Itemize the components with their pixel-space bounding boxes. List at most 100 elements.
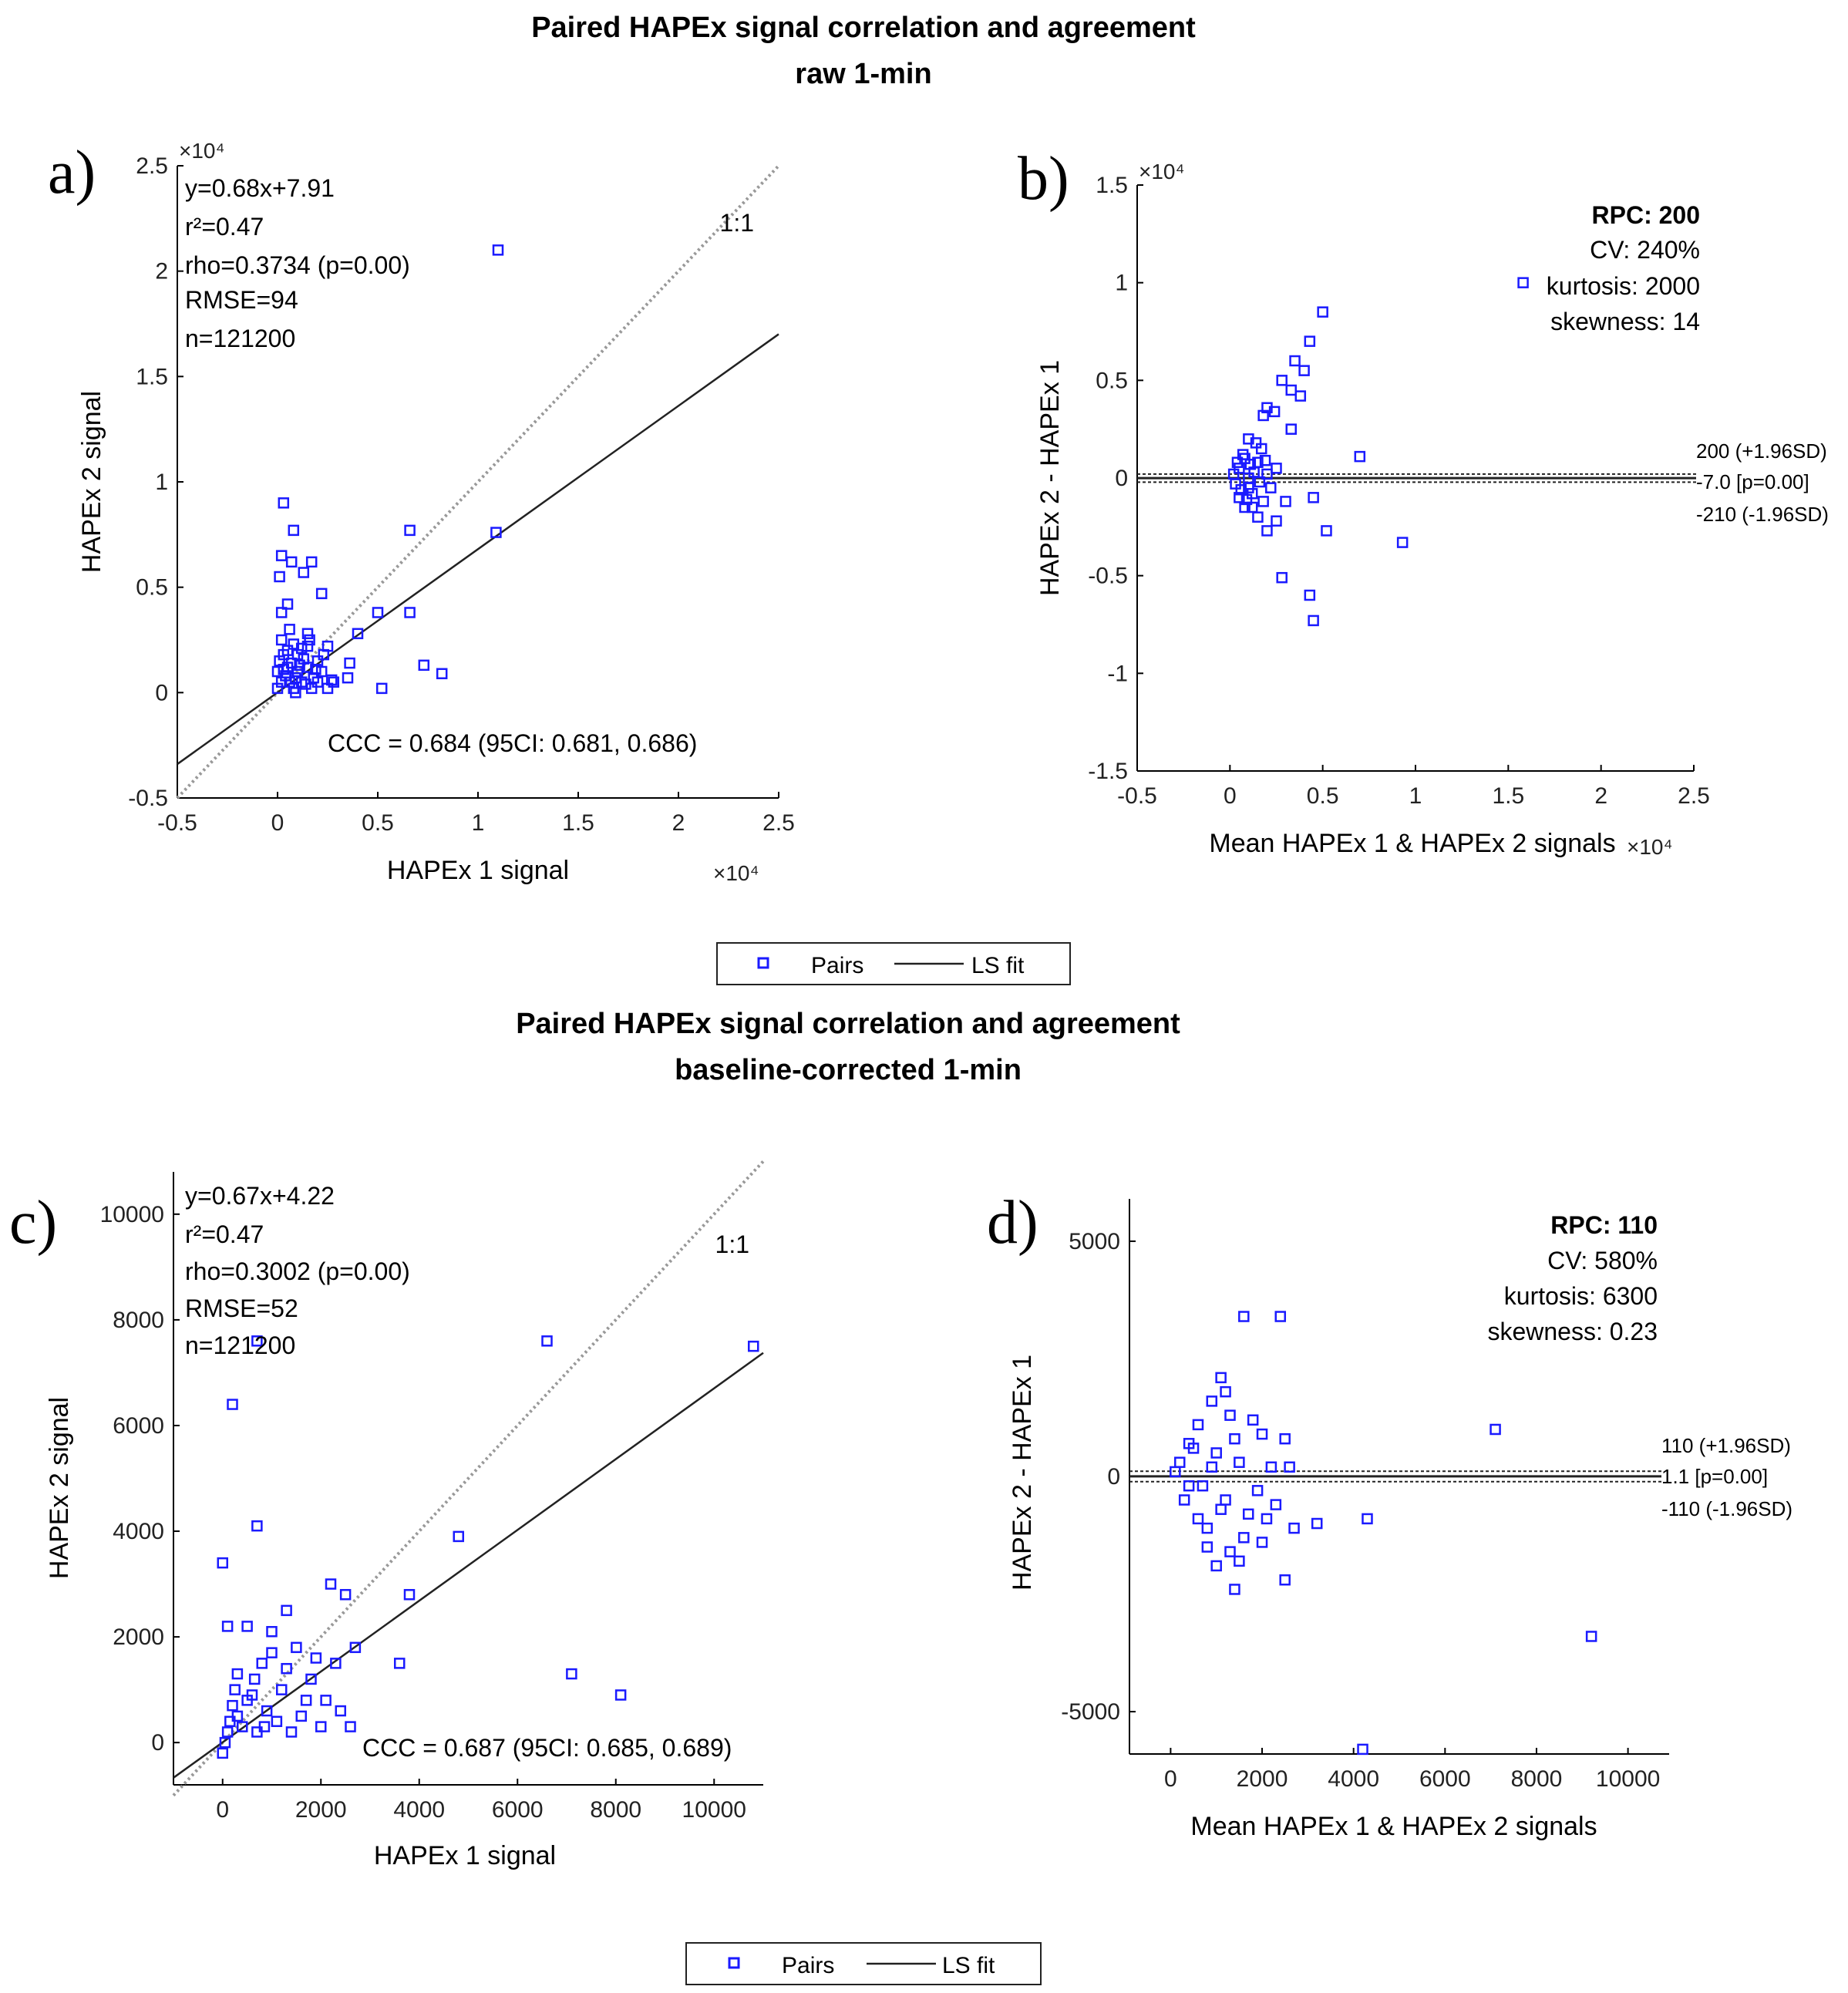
panel-a-point xyxy=(352,628,364,640)
panel-c-label: c) xyxy=(9,1189,57,1257)
panel-b-xtick-label: 1.5 xyxy=(1492,783,1524,809)
panel-d-point xyxy=(1187,1443,1200,1454)
panel-b-point xyxy=(1240,493,1253,506)
panel-b-point xyxy=(1259,454,1271,466)
panel-b-point xyxy=(1250,437,1262,449)
panel-c-point xyxy=(266,1626,278,1638)
panel-a-stat-rmse: RMSE=94 xyxy=(185,286,298,314)
panel-a-scatter: a) -0.5 0 0.5 1 1.5 2 2.5 -0.5 0 0.5 1 1.5 2 2.5 ×10⁴… xyxy=(48,139,795,885)
panel-c-xtick-label: 6000 xyxy=(492,1797,544,1823)
legend-2-pairs-label: Pairs xyxy=(782,1953,834,1978)
panel-b-scatter: b) -0.5 0 0.5 1 1.5 2 2.5 -1.5 -1 -0.5 0 0.5 1 1.5 ×1… xyxy=(1018,145,1829,859)
panel-c-point xyxy=(217,1747,228,1759)
panel-a-xtick-label: 0.5 xyxy=(362,810,394,836)
panel-d-point xyxy=(1224,1546,1236,1557)
panel-d-point xyxy=(1183,1480,1195,1492)
panel-c-xtick-label: 10000 xyxy=(682,1797,746,1823)
panel-d-label: d) xyxy=(987,1189,1038,1257)
panel-c-stat-rho: rho=0.3002 (p=0.00) xyxy=(185,1257,410,1285)
panel-a-point xyxy=(294,659,305,672)
legend-2-box xyxy=(685,1942,1042,1985)
panel-d-point xyxy=(1170,1466,1181,1478)
panel-a-point xyxy=(281,598,294,610)
panel-d-point xyxy=(1279,1432,1291,1445)
panel-c-point xyxy=(541,1335,553,1347)
panel-c-point xyxy=(291,1641,302,1654)
panel-b-point xyxy=(1227,468,1240,480)
panel-a-point xyxy=(285,657,298,669)
panel-d-xtick-label: 2000 xyxy=(1237,1766,1288,1792)
panel-c-point xyxy=(614,1689,627,1701)
panel-c-xtick-label: 0 xyxy=(216,1797,229,1823)
panel-b-point xyxy=(1321,525,1332,537)
panel-c-point xyxy=(276,1684,288,1695)
panel-c-ccc: CCC = 0.687 (95CI: 0.685, 0.689) xyxy=(362,1734,732,1762)
panel-b-point xyxy=(1268,406,1281,418)
panel-c-stat-rmse: RMSE=52 xyxy=(185,1294,298,1322)
panel-b-point xyxy=(1304,589,1316,601)
panel-a-point xyxy=(284,624,295,635)
legend-1-pairs-marker xyxy=(757,957,769,969)
panel-c-point xyxy=(345,1721,356,1732)
panel-d-point xyxy=(1242,1508,1254,1520)
panel-b-xlabel: Mean HAPEx 1 & HAPEx 2 signals xyxy=(1209,829,1615,858)
panel-b-point xyxy=(1231,456,1244,468)
panel-c-point xyxy=(227,1399,238,1410)
panel-b-ytick-label: 1 xyxy=(1115,271,1128,296)
panel-a-ytick-label: 2.5 xyxy=(136,153,168,179)
panel-c-xtick-label: 8000 xyxy=(590,1797,641,1823)
panel-d-stat-skewness: skewness: 0.23 xyxy=(1487,1318,1658,1345)
panel-b-x-exponent: ×10⁴ xyxy=(1627,835,1673,859)
panel-b-y-exponent: ×10⁴ xyxy=(1139,160,1185,183)
legend-1-box xyxy=(716,942,1071,985)
panel-a-point xyxy=(328,676,340,688)
panel-c-point xyxy=(271,1715,283,1728)
panel-b-stat-skewness: skewness: 14 xyxy=(1550,308,1700,335)
panel-c-point xyxy=(330,1658,342,1669)
panel-d-point xyxy=(1234,1555,1245,1567)
panel-c-point xyxy=(217,1557,228,1569)
panel-c-point xyxy=(325,1578,337,1590)
panel-a-point xyxy=(274,571,285,583)
panel-b-xtick-label: 0.5 xyxy=(1307,783,1339,809)
panel-d-xtick-label: 4000 xyxy=(1328,1766,1379,1792)
panel-d-point xyxy=(1490,1423,1501,1436)
panel-c-ytick-label: 8000 xyxy=(113,1308,164,1333)
panel-d-point xyxy=(1357,1743,1368,1756)
panel-c-point xyxy=(261,1705,273,1717)
panel-d-point xyxy=(1220,1494,1231,1506)
panel-c-point xyxy=(285,1726,298,1738)
panel-b-point xyxy=(1252,511,1264,523)
panel-a-xtick-label: 0 xyxy=(271,810,284,836)
panel-d-stat-cv: CV: 580% xyxy=(1547,1247,1658,1274)
panel-d-xtick-label: 0 xyxy=(1164,1766,1177,1792)
panel-c-point xyxy=(248,1673,261,1685)
panel-d-point xyxy=(1192,1513,1204,1525)
panel-b-point xyxy=(1239,501,1251,513)
panel-b-point xyxy=(1289,355,1301,367)
panel-b-point xyxy=(1265,482,1277,493)
panel-c-point xyxy=(394,1658,406,1669)
panel-b-point xyxy=(1271,463,1282,474)
panel-a-point xyxy=(278,648,290,661)
panel-a-xtick-label: 2.5 xyxy=(762,810,795,836)
panel-c-identity-label: 1:1 xyxy=(715,1230,749,1258)
panel-a-x-exponent: ×10⁴ xyxy=(713,861,759,885)
panel-a-ytick-label: 0 xyxy=(155,680,168,705)
panel-c-point xyxy=(315,1721,327,1732)
panel-a-point xyxy=(315,587,328,600)
panel-d-point xyxy=(1238,1311,1250,1322)
panel-a-point xyxy=(278,497,290,509)
panel-c-point xyxy=(295,1710,307,1722)
panel-d-ytick-label: -5000 xyxy=(1061,1699,1120,1725)
panel-a-point xyxy=(290,687,301,699)
panel-a-point xyxy=(315,665,328,678)
panel-d-ylabel: HAPEx 2 - HAPEx 1 xyxy=(1008,1355,1037,1591)
panel-b-point xyxy=(1317,306,1328,318)
panel-a-point xyxy=(295,642,308,655)
panel-a-ytick-label: 1 xyxy=(155,470,168,495)
panel-b-xtick-label: 2 xyxy=(1594,783,1607,809)
panel-c-point xyxy=(241,1621,253,1632)
panel-d-point xyxy=(1210,1447,1222,1459)
panel-d-point xyxy=(1178,1494,1190,1506)
